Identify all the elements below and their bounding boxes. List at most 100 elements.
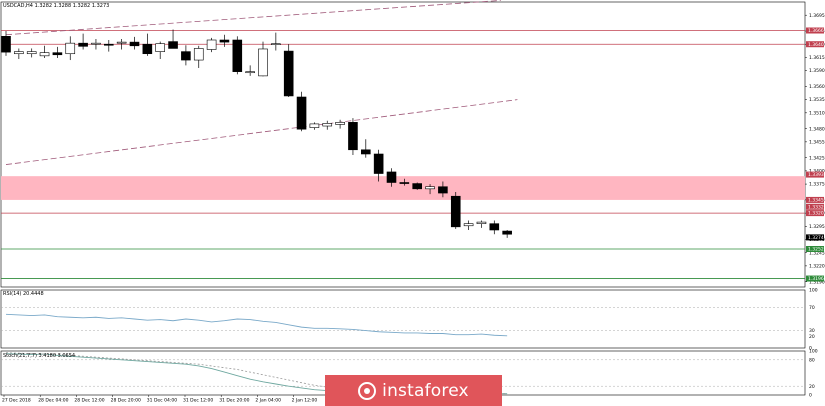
rsi-tick-label: 0 — [809, 346, 812, 352]
y-tick-label: 1.3245 — [809, 250, 825, 256]
bearish-candle — [181, 51, 191, 61]
y-tick-label: 1.3510 — [809, 110, 825, 116]
bearish-candle — [168, 41, 178, 49]
bullish-candle — [245, 71, 255, 74]
bearish-candle — [450, 195, 461, 228]
y-tick-label: 1.3400 — [809, 168, 825, 174]
y-tick-label: 1.3535 — [809, 97, 825, 103]
y-tick-label: 1.3295 — [809, 224, 825, 230]
y-tick-label: 1.3220 — [809, 263, 825, 269]
bullish-candle — [193, 48, 204, 61]
bullish-candle — [476, 221, 487, 224]
bearish-candle — [283, 50, 294, 97]
symbol-label: USDCAD,H4 1.3282 1.3288 1.3282 1.3273 — [3, 3, 110, 9]
bullish-candle — [65, 42, 76, 55]
bullish-candle — [271, 43, 281, 45]
x-tick-label: 28 Dec 12:00 — [74, 398, 104, 404]
y-tick-label: 1.3455 — [809, 139, 825, 145]
stochastic-tick-label: 0 — [809, 393, 812, 399]
y-tick-label: 1.3590 — [809, 68, 825, 74]
main-pane-frame — [0, 1, 806, 288]
y-tick-label: 1.3425 — [809, 155, 825, 161]
rsi-tick-label: 70 — [809, 305, 815, 311]
bearish-candle — [129, 41, 140, 47]
level-price-tag-box — [806, 41, 824, 48]
bullish-candle — [335, 122, 345, 125]
bearish-candle — [1, 36, 11, 53]
y-tick-label: 1.3695 — [809, 13, 825, 19]
y-tick-label: 1.3375 — [809, 182, 825, 188]
stochastic-tick-label: 100 — [809, 349, 818, 355]
bearish-candle — [78, 42, 88, 47]
bearish-candle — [360, 149, 371, 155]
bullish-candle — [206, 39, 217, 50]
instaforex-banner[interactable]: instaforex — [325, 375, 502, 406]
level-price-tag-box — [806, 275, 824, 282]
rsi-pane-frame — [0, 289, 806, 349]
zone-price-tag-box — [806, 171, 824, 178]
bullish-candle — [39, 52, 50, 57]
bearish-candle — [219, 39, 230, 43]
rsi-tick-label: 100 — [809, 288, 818, 294]
bullish-candle — [155, 43, 165, 52]
bearish-candle — [348, 122, 358, 151]
zone-price-tag: 1.3345 — [808, 198, 824, 204]
trend-line — [5, 0, 501, 36]
bearish-candle — [232, 39, 243, 72]
bearish-candle — [104, 43, 114, 46]
stochastic-label: Stoch(21,7,7) 3.4180 3.0654 — [3, 353, 76, 359]
stochastic-tick-label: 80 — [809, 357, 815, 363]
x-tick-label: 31 Dec 20:00 — [219, 398, 249, 404]
bearish-candle — [399, 182, 410, 184]
zone-price-tag: 1.3332 — [808, 204, 824, 210]
x-tick-label: 2 Jan 12:00 — [292, 398, 318, 404]
zone-price-tag-box — [806, 196, 824, 203]
bearish-candle — [412, 183, 423, 190]
bearish-candle — [296, 96, 307, 130]
level-price-tag-box — [806, 246, 824, 252]
level-price-tag-box — [806, 210, 824, 217]
rsi-tick-label: 20 — [809, 334, 815, 340]
bearish-candle — [386, 171, 397, 183]
level-price-tag: 1.3640 — [808, 42, 824, 48]
bullish-candle — [116, 41, 127, 44]
bullish-candle — [322, 123, 333, 127]
bullish-candle — [14, 51, 24, 55]
bearish-candle — [52, 52, 63, 56]
bullish-candle — [26, 51, 37, 55]
x-tick-label: 2 Jan 04:00 — [255, 398, 281, 404]
rsi-tick-label: 30 — [809, 328, 815, 334]
zone-price-tag-box — [806, 203, 824, 210]
level-price-tag-box — [806, 27, 824, 34]
trend-line — [5, 99, 518, 165]
y-tick-label: 1.3480 — [809, 126, 825, 132]
bullish-candle — [309, 123, 320, 128]
x-tick-label: 28 Dec 20:00 — [111, 398, 141, 404]
rsi-label: RSI(14) 20.4448 — [3, 291, 44, 297]
zone-price-tag: 1.3393 — [808, 172, 824, 178]
rsi-line — [5, 313, 508, 337]
bullish-candle — [91, 42, 101, 45]
y-tick-label: 1.3190 — [809, 279, 825, 285]
level-price-tag: 1.3320 — [808, 211, 824, 217]
bearish-candle — [373, 153, 384, 174]
current-price-tag: 1.3274 — [808, 235, 824, 241]
bullish-candle — [463, 223, 474, 227]
level-price-tag: 1.3252 — [808, 247, 824, 253]
y-tick-label: 1.3615 — [809, 55, 825, 61]
bullish-candle — [425, 186, 435, 190]
bearish-candle — [502, 230, 512, 235]
x-tick-label: 31 Dec 12:00 — [183, 398, 213, 404]
x-tick-label: 27 Dec 2018 — [2, 398, 31, 404]
level-price-tag: 1.3666 — [808, 28, 824, 34]
x-tick-label: 31 Dec 04:00 — [147, 398, 177, 404]
level-price-tag: 1.3196 — [808, 276, 824, 282]
y-tick-label: 1.3560 — [809, 84, 825, 90]
stochastic-tick-label: 20 — [809, 384, 815, 390]
bearish-candle — [438, 186, 448, 194]
instaforex-logo-icon — [358, 381, 377, 400]
bullish-candle — [258, 48, 268, 77]
bearish-candle — [489, 223, 500, 231]
current-price-tag-box — [806, 234, 824, 241]
